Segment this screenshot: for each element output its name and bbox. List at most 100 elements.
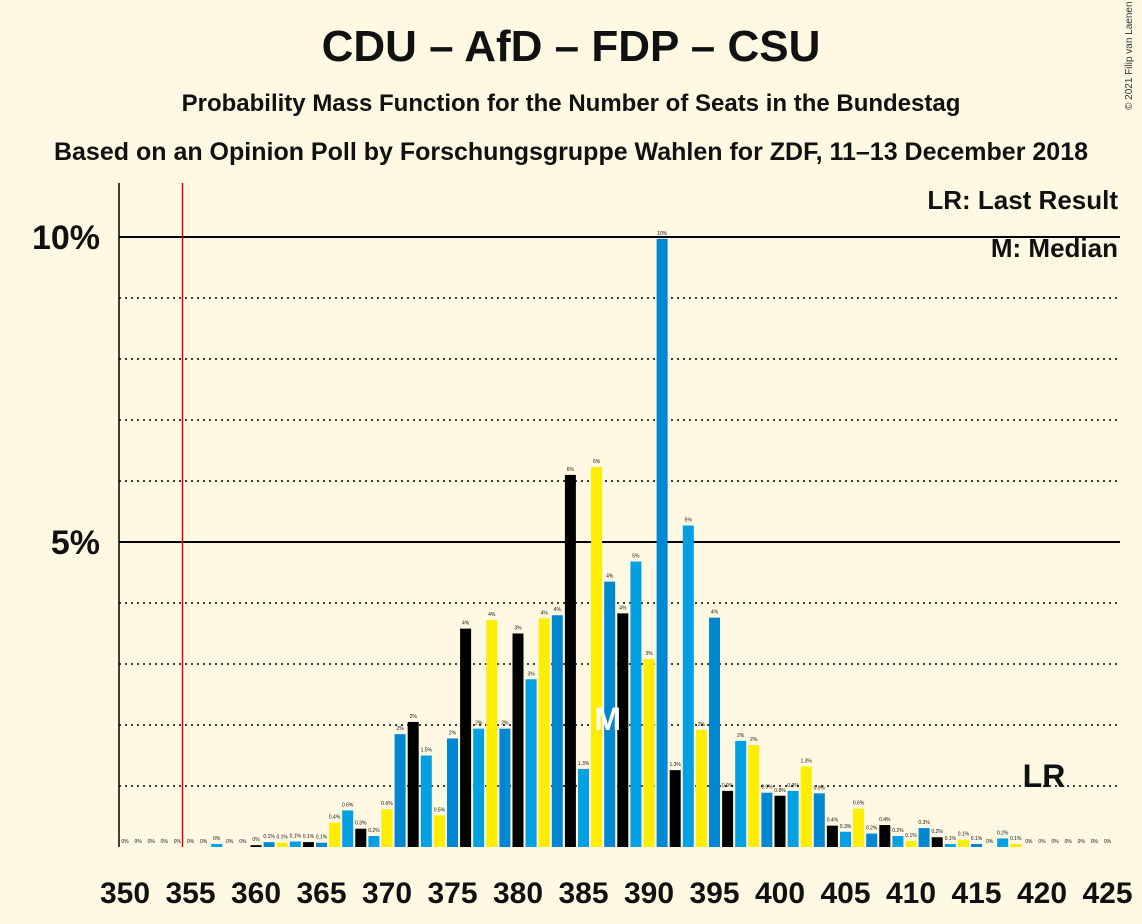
bar-label-373: 1.5% — [421, 748, 433, 754]
bar-label-399: 0.9% — [761, 785, 773, 791]
bar-395 — [709, 617, 720, 847]
bar-label-387: 4% — [606, 574, 614, 580]
x-tick-label: 405 — [820, 877, 870, 910]
bar-label-419: 0% — [1025, 839, 1033, 845]
x-tick-label: 390 — [624, 877, 674, 910]
bar-label-354: 0% — [174, 839, 182, 845]
bar-400 — [774, 795, 786, 847]
bar-387 — [604, 581, 616, 847]
bar-label-400: 0.8% — [774, 788, 786, 794]
y-tick-label: 10% — [32, 219, 100, 257]
last-result-marker: LR — [1023, 758, 1066, 794]
bar-label-352: 0% — [148, 839, 156, 845]
bar-382 — [538, 618, 550, 847]
bar-label-372: 2% — [410, 714, 418, 720]
bar-label-380: 3% — [514, 626, 522, 632]
bar-label-385: 1.3% — [578, 761, 590, 767]
bar-label-420: 0% — [1038, 839, 1046, 845]
bar-label-384: 6% — [567, 467, 575, 473]
bar-404 — [826, 825, 838, 847]
bar-363 — [289, 841, 301, 847]
x-tick-label: 420 — [1017, 877, 1067, 910]
bar-418 — [1010, 843, 1022, 847]
x-tick-label: 375 — [427, 877, 477, 910]
bar-label-381: 3% — [527, 671, 535, 677]
bar-label-377: 2% — [475, 721, 483, 727]
bar-label-371: 2% — [396, 726, 404, 732]
bar-364 — [302, 842, 314, 847]
bar-390 — [643, 659, 655, 847]
bar-label-365: 0.1% — [316, 835, 328, 841]
bar-386 — [591, 466, 603, 847]
bar-370 — [381, 809, 393, 847]
chart-source: Based on an Opinion Poll by Forschungsgr… — [53, 138, 1089, 166]
bar-373 — [420, 755, 432, 847]
bar-398 — [748, 745, 760, 847]
bar-377 — [473, 728, 485, 847]
x-tick-label: 415 — [951, 877, 1001, 910]
bar-label-407: 0.2% — [866, 826, 878, 832]
x-tick-label: 385 — [558, 877, 608, 910]
bar-383 — [551, 615, 563, 847]
bar-label-359: 0% — [239, 839, 247, 845]
bar-label-351: 0% — [134, 839, 142, 845]
bar-label-366: 0.4% — [329, 815, 341, 821]
bar-385 — [578, 768, 589, 847]
bar-label-395: 4% — [711, 610, 719, 616]
bar-label-376: 4% — [462, 621, 470, 627]
bar-410 — [905, 840, 917, 847]
bar-392 — [669, 770, 681, 847]
bar-label-369: 0.2% — [368, 828, 380, 834]
bar-label-414: 0.1% — [958, 832, 970, 838]
bar-378 — [486, 620, 498, 847]
chart-subtitle: Probability Mass Function for the Number… — [181, 90, 961, 117]
bar-label-363: 0.1% — [290, 834, 302, 840]
bar-408 — [879, 825, 891, 847]
bar-396 — [722, 790, 734, 847]
bar-label-425: 0% — [1104, 839, 1112, 845]
bar-label-390: 3% — [645, 651, 653, 657]
bar-388 — [617, 613, 629, 847]
bar-365 — [316, 842, 327, 847]
bar-413 — [944, 843, 956, 847]
x-tick-label: 360 — [231, 877, 281, 910]
bar-label-355: 0% — [187, 839, 195, 845]
x-tick-label: 365 — [296, 877, 346, 910]
bar-367 — [342, 810, 354, 847]
bar-411 — [918, 828, 930, 847]
bar-399 — [761, 792, 773, 847]
bar-label-413: 0.1% — [945, 836, 957, 842]
y-tick-label: 5% — [51, 524, 100, 562]
bar-403 — [813, 793, 825, 847]
bar-label-388: 4% — [619, 605, 627, 611]
bar-label-410: 0.1% — [905, 833, 917, 839]
bar-415 — [971, 843, 982, 847]
x-tick-label: 425 — [1082, 877, 1132, 910]
bar-label-383: 4% — [554, 607, 562, 613]
bar-372 — [407, 721, 419, 847]
bar-label-394: 2% — [698, 722, 706, 728]
bar-369 — [368, 836, 380, 847]
x-tick-labels: 350 355 360 365 370 375 380 385 390 395 400 405 410 4… — [100, 877, 1133, 910]
bar-360 — [250, 845, 262, 847]
bar-label-353: 0% — [161, 839, 169, 845]
bar-label-412: 0.2% — [931, 829, 943, 835]
bar-label-356: 0% — [200, 839, 208, 845]
bars — [211, 238, 1022, 847]
bar-label-391: 10% — [657, 231, 668, 237]
bar-394 — [695, 729, 707, 847]
bar-label-403: 0.9% — [814, 785, 826, 791]
y-tick-labels: 5% 10% — [32, 219, 100, 562]
bar-label-379: 2% — [501, 721, 509, 727]
bar-407 — [866, 833, 878, 847]
x-tick-label: 350 — [100, 877, 150, 910]
bar-376 — [460, 628, 472, 847]
bar-label-406: 0.6% — [853, 801, 865, 807]
bar-391 — [656, 238, 668, 847]
bar-label-417: 0.2% — [997, 830, 1009, 836]
bar-label-368: 0.3% — [355, 821, 367, 827]
bar-371 — [394, 734, 406, 847]
bar-label-404: 0.4% — [827, 818, 839, 824]
x-tick-label: 370 — [362, 877, 412, 910]
